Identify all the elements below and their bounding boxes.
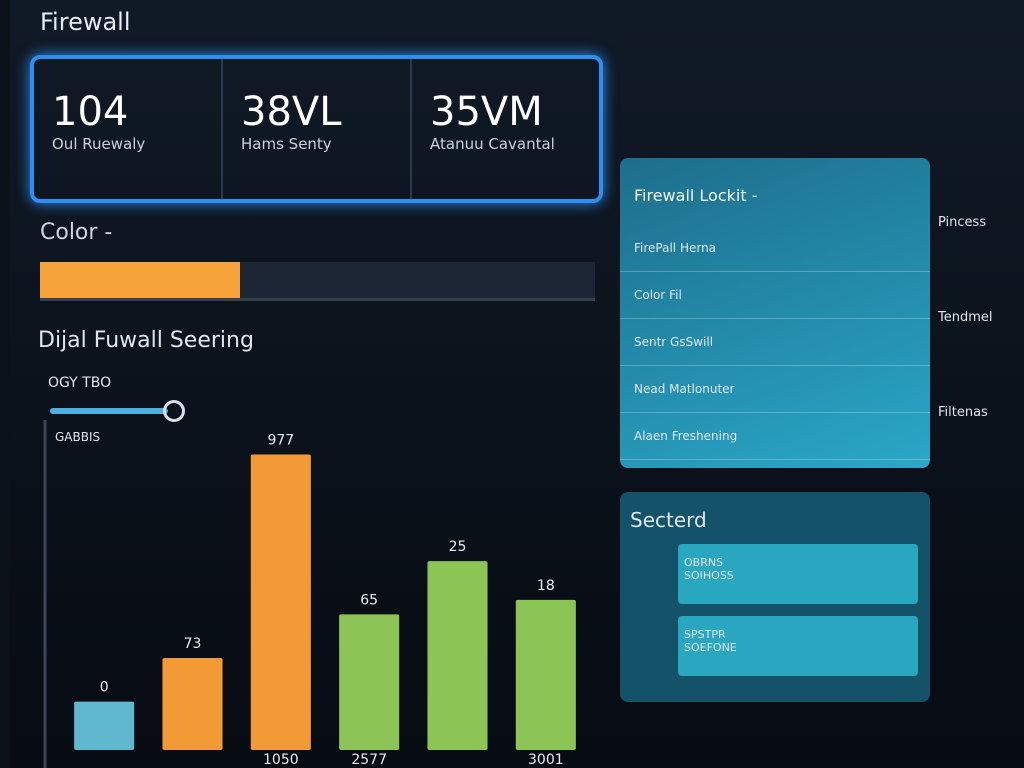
selected-items: OBRNS SOIHOSS SPSTPR SOEFONE [620,544,930,676]
x-tick-label: 3001 [528,752,564,768]
bar-annotation: 65 [360,592,378,608]
stat-label: Atanuu Cavantal [430,135,555,153]
stat-label: Hams Senty [241,135,332,153]
bar-annotation: 25 [449,539,467,555]
firewall-panel: Firewall Lockit - FirePall Herna Color Fi… [620,158,930,468]
bar-annotation: 18 [537,578,555,594]
bar-chart: 0 73 977 1050 65 2577 25 18 3001 [43,420,576,768]
stats-box: 104 Oul Ruewaly 38VL Hams Senty 35VM Atanuu… [30,55,603,203]
stat: 35VM Atanuu Cavantal [412,59,599,199]
bar [250,454,311,750]
selected-title: Secterd [630,508,707,532]
x-tick-label: 2577 [351,752,387,768]
panel-row[interactable]: Alaen Freshening [620,413,930,460]
item-line: SPSTPR [684,628,726,641]
stat: 38VL Hams Senty [223,59,412,199]
sidebar-item[interactable]: Filtenas [938,405,988,420]
sidebar: Pincess Tendmel Filtenas [938,215,1024,500]
selected-item[interactable]: SPSTPR SOEFONE [678,616,918,676]
panel-rows: FirePall Herna Color Fil Sentr GsSwill Nead… [620,225,930,460]
panel-row[interactable]: Sentr GsSwill [620,319,930,366]
stat-value: 38VL [241,89,342,135]
selected-panel: Secterd OBRNS SOIHOSS SPSTPR SOEFONE [620,492,930,702]
x-tick-label: 1050 [263,752,299,768]
stat: 104 Oul Ruewaly [34,59,223,199]
bar [515,599,576,750]
bar [339,614,400,750]
bar-annotation: 73 [184,636,202,652]
stat-value: 35VM [430,89,543,135]
bar-annotation: 977 [267,433,294,449]
sidebar-item[interactable]: Tendmel [938,310,993,325]
slider[interactable] [50,408,168,414]
slider-knob[interactable] [163,400,185,422]
panel-row[interactable]: Nead Matlonuter [620,366,930,413]
progress-fill [40,262,240,298]
sidebar-item[interactable]: Pincess [938,215,987,230]
stat-value: 104 [52,89,129,135]
progress-label: Color - [40,220,113,245]
item-line: OBRNS [684,556,724,569]
section-title: Dijal Fuwall Seering [38,328,254,353]
item-line: SOIHOSS [684,569,734,582]
stat-label: Oul Ruewaly [52,135,146,153]
selected-item[interactable]: OBRNS SOIHOSS [678,544,918,604]
filter-sub: GABBIS [55,430,101,444]
bar-annotation: 0 [100,680,109,696]
bar [427,561,488,750]
item-line: SOEFONE [684,641,737,654]
progress-track [40,262,595,301]
page-title: Firewall [40,8,131,36]
bar [74,701,135,750]
panel-row[interactable]: FirePall Herna [620,225,930,272]
filter-label: OGY TBO [48,375,112,391]
bar [162,657,223,750]
panel-title: Firewall Lockit - [634,186,758,205]
panel-row[interactable]: Color Fil [620,272,930,319]
